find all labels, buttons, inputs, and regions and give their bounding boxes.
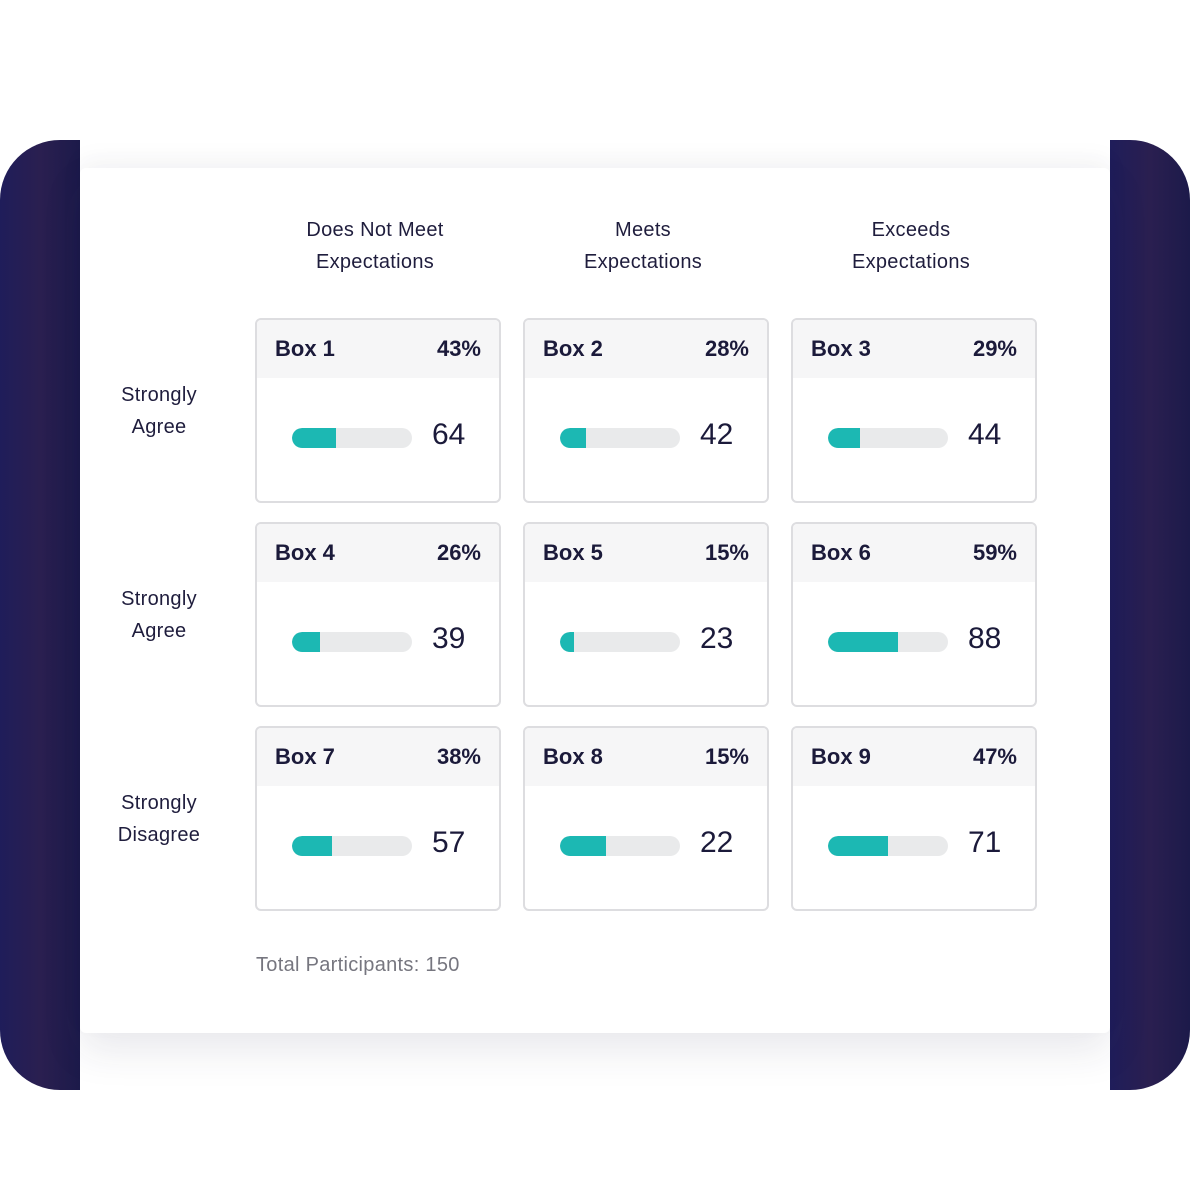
box-label: Box 6 (811, 540, 871, 565)
box-body: 23 (525, 582, 767, 705)
column-header-line1: Exceeds (871, 219, 951, 241)
box-header: Box 8 15% (525, 728, 767, 786)
box-label: Box 1 (275, 336, 335, 361)
box-body: 42 (525, 378, 767, 501)
box-header: Box 1 43% (257, 320, 499, 378)
box-count: 42 (700, 418, 734, 451)
box-count: 39 (432, 622, 466, 655)
box-count: 88 (968, 622, 1002, 655)
row-label-line1: Strongly (121, 384, 197, 406)
box-body: 44 (793, 378, 1035, 501)
total-participants: Total Participants: 150 (256, 954, 460, 976)
box-label: Box 2 (543, 336, 603, 361)
box-label: Box 9 (811, 744, 871, 769)
box-label: Box 3 (811, 336, 871, 361)
box-6[interactable]: Box 6 59% 88 (791, 522, 1037, 707)
progress-fill (560, 836, 606, 856)
row-label-3: Strongly Disagree (90, 787, 228, 851)
box-count: 23 (700, 622, 734, 655)
progress-fill (292, 836, 332, 856)
box-percent: 47% (972, 744, 1017, 769)
box-percent: 59% (972, 540, 1017, 565)
progress-bar (560, 632, 680, 652)
progress-bar (560, 428, 680, 448)
box-header: Box 5 15% (525, 524, 767, 582)
box-count: 22 (700, 826, 734, 859)
box-1[interactable]: Box 1 43% 64 (255, 318, 501, 503)
column-header-line1: Does Not Meet (306, 219, 444, 241)
progress-bar (292, 428, 412, 448)
progress-fill (828, 632, 898, 652)
column-header-line2: Expectations (851, 251, 971, 273)
progress-bar (292, 632, 412, 652)
box-body: 22 (525, 786, 767, 909)
box-count: 64 (432, 418, 466, 451)
box-7[interactable]: Box 7 38% 57 (255, 726, 501, 911)
box-label: Box 7 (275, 744, 335, 769)
row-label-line2: Disagree (117, 824, 201, 846)
column-header-does-not-meet: Does Not Meet Expectations (251, 214, 499, 278)
progress-fill (828, 428, 861, 448)
row-label-line1: Strongly (121, 588, 197, 610)
box-percent: 29% (972, 336, 1017, 361)
box-body: 64 (257, 378, 499, 501)
box-header: Box 4 26% (257, 524, 499, 582)
column-header-exceeds: Exceeds Expectations (787, 214, 1035, 278)
right-shadow-glow (1110, 140, 1190, 1090)
box-percent: 26% (436, 540, 481, 565)
progress-bar (560, 836, 680, 856)
row-label-1: Strongly Agree (90, 379, 228, 443)
column-header-line2: Expectations (315, 251, 435, 273)
box-percent: 15% (704, 744, 749, 769)
row-label-line1: Strongly (121, 792, 197, 814)
box-body: 88 (793, 582, 1035, 705)
box-body: 57 (257, 786, 499, 909)
box-2[interactable]: Box 2 28% 42 (523, 318, 769, 503)
box-9[interactable]: Box 9 47% 71 (791, 726, 1037, 911)
box-header: Box 3 29% (793, 320, 1035, 378)
progress-fill (292, 632, 320, 652)
column-header-meets: Meets Expectations (519, 214, 767, 278)
progress-fill (828, 836, 888, 856)
box-8[interactable]: Box 8 15% 22 (523, 726, 769, 911)
progress-bar (828, 632, 948, 652)
box-label: Box 8 (543, 744, 603, 769)
box-count: 71 (968, 826, 1002, 859)
box-percent: 15% (704, 540, 749, 565)
box-header: Box 7 38% (257, 728, 499, 786)
box-header: Box 2 28% (525, 320, 767, 378)
box-label: Box 4 (275, 540, 335, 565)
row-label-line2: Agree (131, 620, 187, 642)
progress-fill (560, 428, 587, 448)
column-header-line1: Meets (615, 219, 671, 241)
progress-bar (828, 836, 948, 856)
row-label-line2: Agree (131, 416, 187, 438)
row-label-2: Strongly Agree (90, 583, 228, 647)
column-header-line2: Expectations (583, 251, 703, 273)
box-percent: 38% (436, 744, 481, 769)
progress-bar (828, 428, 948, 448)
box-count: 44 (968, 418, 1002, 451)
left-shadow-glow (0, 140, 80, 1090)
box-percent: 28% (704, 336, 749, 361)
box-header: Box 6 59% (793, 524, 1035, 582)
box-label: Box 5 (543, 540, 603, 565)
progress-fill (560, 632, 575, 652)
box-body: 71 (793, 786, 1035, 909)
progress-bar (292, 836, 412, 856)
box-4[interactable]: Box 4 26% 39 (255, 522, 501, 707)
box-header: Box 9 47% (793, 728, 1035, 786)
box-3[interactable]: Box 3 29% 44 (791, 318, 1037, 503)
box-5[interactable]: Box 5 15% 23 (523, 522, 769, 707)
box-count: 57 (432, 826, 466, 859)
progress-fill (292, 428, 337, 448)
box-percent: 43% (436, 336, 481, 361)
box-body: 39 (257, 582, 499, 705)
